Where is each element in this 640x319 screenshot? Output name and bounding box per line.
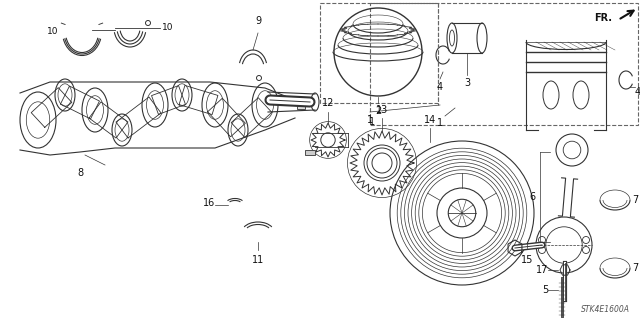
Text: 15: 15 <box>521 255 533 265</box>
FancyBboxPatch shape <box>297 104 305 109</box>
Text: 16: 16 <box>203 198 215 208</box>
Text: 7: 7 <box>632 195 638 205</box>
Text: 17: 17 <box>536 265 548 275</box>
Text: STK4E1600A: STK4E1600A <box>581 305 630 314</box>
Text: 14: 14 <box>424 115 436 125</box>
Text: 10: 10 <box>47 26 58 35</box>
Text: 6: 6 <box>529 192 535 202</box>
Text: 12: 12 <box>322 98 334 108</box>
Text: 1: 1 <box>367 115 373 125</box>
Text: 3: 3 <box>464 78 470 88</box>
Text: 4: 4 <box>437 82 443 92</box>
FancyBboxPatch shape <box>305 150 315 155</box>
Text: 5: 5 <box>541 285 548 295</box>
Text: 10: 10 <box>162 24 173 33</box>
Text: 7: 7 <box>632 263 638 273</box>
Text: 8: 8 <box>77 168 83 178</box>
Text: 11: 11 <box>252 255 264 265</box>
Text: 1: 1 <box>369 117 375 127</box>
Text: 13: 13 <box>376 105 388 115</box>
Text: 9: 9 <box>255 16 261 26</box>
Text: 1: 1 <box>437 118 443 128</box>
Text: FR.: FR. <box>594 13 612 23</box>
Text: 4: 4 <box>635 87 640 97</box>
Text: 2: 2 <box>375 106 381 116</box>
